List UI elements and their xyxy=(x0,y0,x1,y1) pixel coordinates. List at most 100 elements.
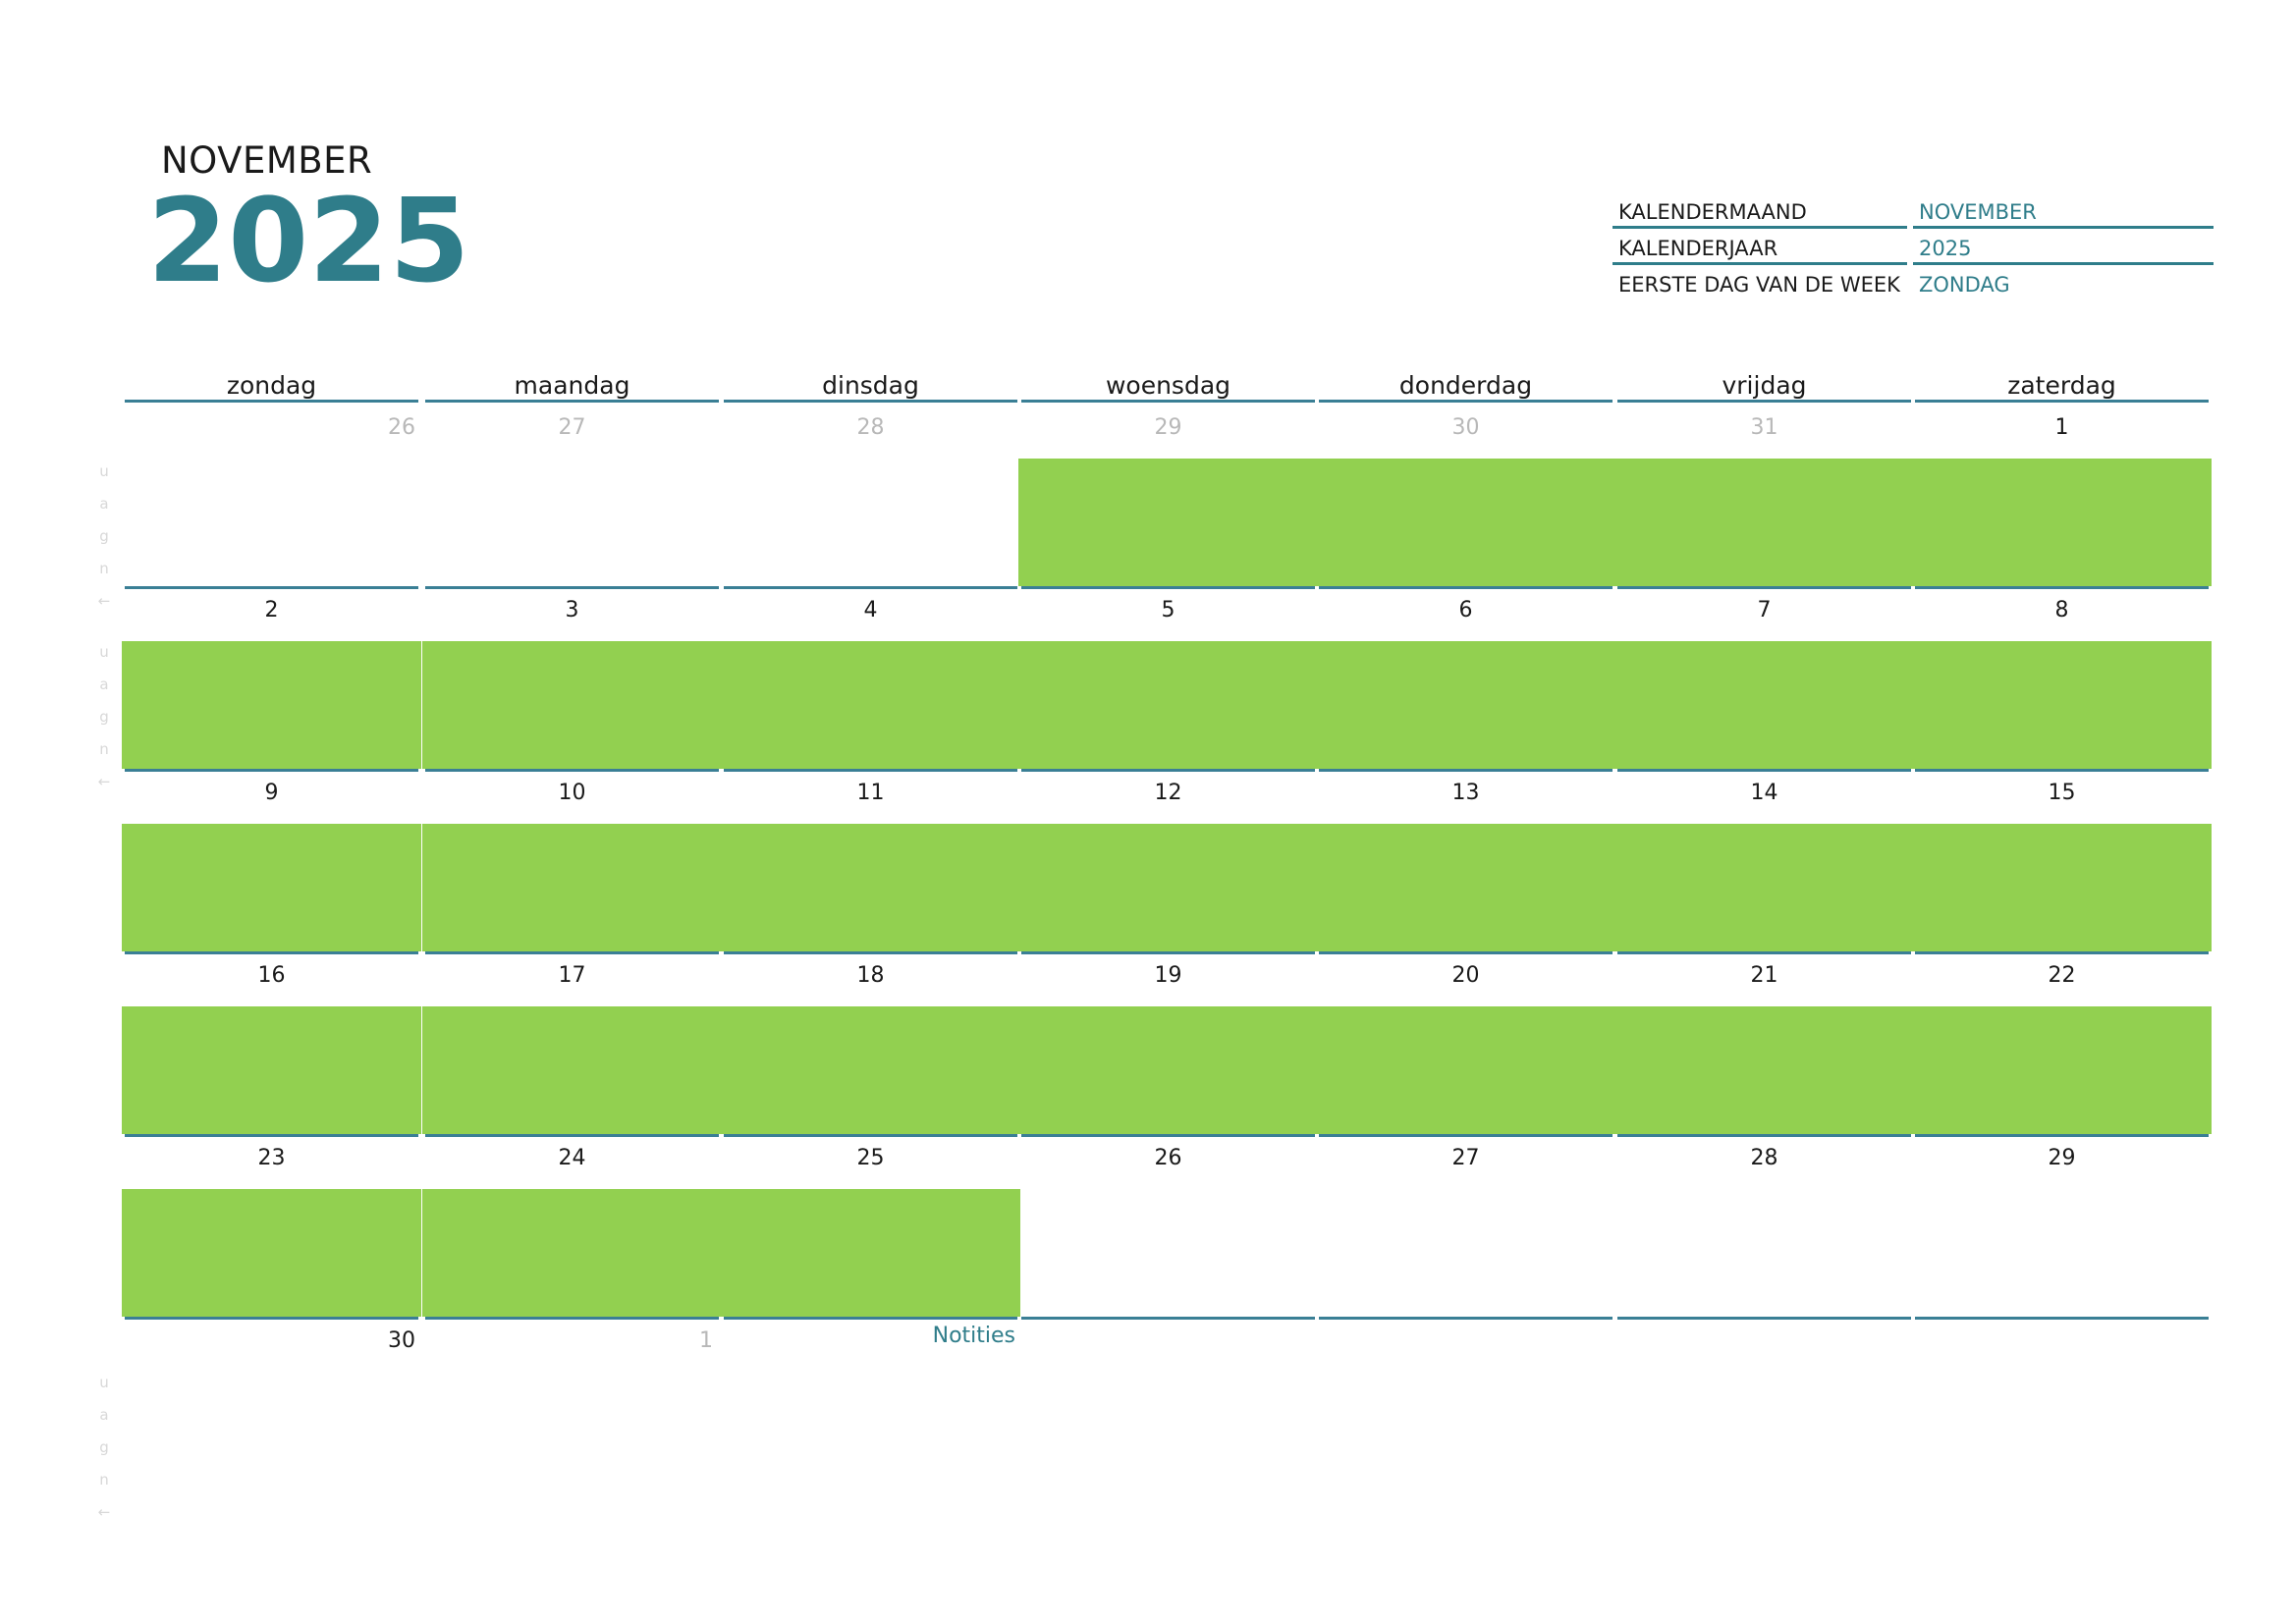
day-fill xyxy=(721,1006,1020,1134)
day-number: 16 xyxy=(257,963,286,988)
day-cell[interactable]: 26 xyxy=(1021,1137,1315,1320)
day-number: 14 xyxy=(1750,781,1778,805)
day-cell[interactable]: 7 xyxy=(1614,589,1914,772)
setting-row-month: KALENDERMAAND NOVEMBER xyxy=(1613,194,2214,231)
day-cell[interactable]: 1 xyxy=(1912,406,2212,589)
day-cell[interactable]: 21 xyxy=(1614,954,1914,1137)
day-fill xyxy=(1912,459,2212,586)
day-cell[interactable]: 16 xyxy=(122,954,421,1137)
day-fill xyxy=(122,641,421,769)
day-number: 26 xyxy=(1154,1146,1182,1170)
day-fill xyxy=(1316,824,1615,951)
day-cell[interactable]: 22 xyxy=(1912,954,2212,1137)
day-fill xyxy=(1018,824,1318,951)
day-number: 8 xyxy=(2054,598,2069,623)
weekday-dinsdag: dinsdag xyxy=(724,367,1017,403)
day-cell[interactable]: 29 xyxy=(1018,406,1318,589)
day-cell[interactable]: 26 xyxy=(125,406,418,589)
day-fill xyxy=(422,824,722,951)
day-fill xyxy=(422,1189,722,1317)
weekday-vrijdag: vrijdag xyxy=(1617,367,1911,403)
day-fill xyxy=(422,1006,722,1134)
day-cell[interactable]: 6 xyxy=(1316,589,1615,772)
day-cell[interactable]: 5 xyxy=(1018,589,1318,772)
weekday-woensdag: woensdag xyxy=(1021,367,1315,403)
day-cell[interactable]: 28 xyxy=(1617,1137,1911,1320)
day-number: 29 xyxy=(1154,415,1182,440)
setting-row-year: KALENDERJAAR 2025 xyxy=(1613,231,2214,267)
weekday-zaterdag: zaterdag xyxy=(1915,367,2209,403)
day-cell[interactable]: 3 xyxy=(422,589,722,772)
month-title: NOVEMBER xyxy=(161,139,373,182)
day-number: 26 xyxy=(388,415,415,440)
day-cell[interactable]: 31 xyxy=(1614,406,1914,589)
day-number: 13 xyxy=(1451,781,1480,805)
setting-row-first-day: EERSTE DAG VAN DE WEEK ZONDAG xyxy=(1613,267,2214,303)
day-number: 25 xyxy=(856,1146,885,1170)
setting-value-first-day[interactable]: ZONDAG xyxy=(1919,273,2010,297)
notes-label: Notities xyxy=(932,1324,1015,1348)
day-cell[interactable]: 18 xyxy=(721,954,1020,1137)
day-number: 24 xyxy=(558,1146,586,1170)
day-fill xyxy=(1912,641,2212,769)
day-number: 15 xyxy=(2048,781,2076,805)
day-cell[interactable]: 12 xyxy=(1018,772,1318,954)
day-cell[interactable]: 13 xyxy=(1316,772,1615,954)
day-fill xyxy=(721,641,1020,769)
day-cell[interactable]: 29 xyxy=(1915,1137,2209,1320)
setting-value-month[interactable]: NOVEMBER xyxy=(1913,194,2214,229)
day-cell[interactable]: 17 xyxy=(422,954,722,1137)
day-cell[interactable]: 20 xyxy=(1316,954,1615,1137)
day-fill xyxy=(1018,459,1318,586)
day-cell[interactable]: 15 xyxy=(1912,772,2212,954)
day-number: 5 xyxy=(1161,598,1175,623)
day-number: 12 xyxy=(1154,781,1182,805)
day-cell[interactable]: 9 xyxy=(122,772,421,954)
day-fill xyxy=(1912,1006,2212,1134)
setting-label: KALENDERJAAR xyxy=(1613,231,1907,265)
day-number: 23 xyxy=(257,1146,286,1170)
day-fill xyxy=(122,824,421,951)
day-number: 3 xyxy=(565,598,579,623)
setting-label: KALENDERMAAND xyxy=(1613,194,1907,229)
weekday-maandag: maandag xyxy=(425,367,719,403)
day-cell[interactable]: 8 xyxy=(1912,589,2212,772)
day-cell[interactable]: 23 xyxy=(122,1137,421,1320)
setting-value-year[interactable]: 2025 xyxy=(1913,231,2214,265)
day-fill xyxy=(1614,641,1914,769)
day-number: 19 xyxy=(1154,963,1182,988)
day-fill xyxy=(721,1189,1020,1317)
day-cell[interactable]: 27 xyxy=(1319,1137,1613,1320)
year-title: 2025 xyxy=(147,173,470,308)
day-cell[interactable]: 24 xyxy=(422,1137,722,1320)
settings-table: KALENDERMAAND NOVEMBER KALENDERJAAR 2025… xyxy=(1613,194,2214,303)
day-cell[interactable]: 4 xyxy=(721,589,1020,772)
day-fill xyxy=(1018,1006,1318,1134)
day-cell[interactable]: 11 xyxy=(721,772,1020,954)
day-cell[interactable]: 28 xyxy=(724,406,1017,589)
day-number: 27 xyxy=(1451,1146,1480,1170)
side-label: u a g n ← xyxy=(97,643,111,790)
day-fill xyxy=(422,641,722,769)
day-fill xyxy=(1912,824,2212,951)
day-cell[interactable]: 30 xyxy=(1316,406,1615,589)
setting-label: EERSTE DAG VAN DE WEEK xyxy=(1618,273,1900,297)
trailing-day-number: 1 xyxy=(699,1328,713,1353)
day-cell[interactable]: 25 xyxy=(721,1137,1020,1320)
trailing-day-number: 30 xyxy=(388,1328,415,1353)
day-fill xyxy=(1614,824,1914,951)
day-cell[interactable]: 10 xyxy=(422,772,722,954)
day-cell[interactable]: 19 xyxy=(1018,954,1318,1137)
day-fill xyxy=(1614,1006,1914,1134)
day-cell[interactable]: 14 xyxy=(1614,772,1914,954)
day-number: 6 xyxy=(1458,598,1473,623)
day-fill xyxy=(122,1006,421,1134)
day-number: 2 xyxy=(264,598,279,623)
day-number: 7 xyxy=(1757,598,1772,623)
day-number: 31 xyxy=(1750,415,1778,440)
day-number: 22 xyxy=(2048,963,2076,988)
day-fill xyxy=(1316,641,1615,769)
day-cell[interactable]: 2 xyxy=(122,589,421,772)
day-cell[interactable]: 27 xyxy=(425,406,719,589)
